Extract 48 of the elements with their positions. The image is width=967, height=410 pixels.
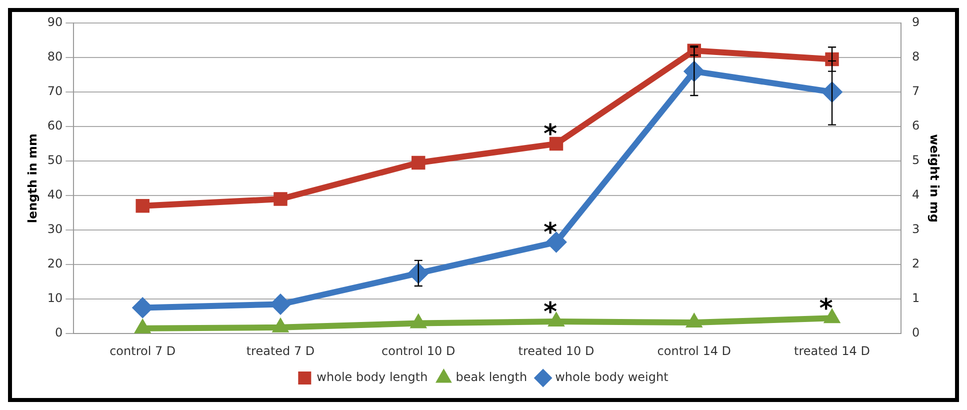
x-tick-label: treated 7 D bbox=[246, 344, 315, 358]
x-tick-label: control 7 D bbox=[110, 344, 176, 358]
point bbox=[822, 82, 843, 103]
legend-label: whole body weight bbox=[555, 370, 669, 384]
point bbox=[412, 156, 426, 170]
point bbox=[548, 312, 565, 327]
y-tick-label: 90 bbox=[47, 15, 63, 30]
y-tick-label: 80 bbox=[47, 50, 63, 64]
y2-tick-label: 5 bbox=[912, 153, 920, 168]
legend-label: whole body length bbox=[316, 370, 428, 384]
y-tick-label: 50 bbox=[47, 153, 63, 168]
y2-axis-title: weight in mg bbox=[928, 134, 942, 222]
x-tick-label: treated 14 D bbox=[794, 344, 870, 358]
y2-tick-label: 9 bbox=[912, 15, 920, 30]
point bbox=[272, 318, 289, 332]
annotation: * bbox=[819, 294, 834, 324]
y-tick-label: 20 bbox=[47, 256, 63, 271]
annotation: * bbox=[543, 297, 558, 328]
point bbox=[274, 192, 288, 206]
y2-tick-label: 8 bbox=[912, 50, 920, 64]
y2-tick-label: 4 bbox=[912, 188, 920, 202]
annotation: * bbox=[543, 218, 558, 248]
x-tick-label: treated 10 D bbox=[518, 344, 594, 358]
y2-tick-label: 0 bbox=[912, 326, 920, 340]
x-tick-label: control 10 D bbox=[382, 344, 456, 358]
point bbox=[824, 308, 840, 324]
annotation: * bbox=[543, 120, 558, 150]
y-tick-label: 40 bbox=[47, 188, 63, 202]
legend-label: beak length bbox=[456, 370, 528, 384]
y-tick-label: 30 bbox=[47, 222, 63, 236]
y2-tick-label: 6 bbox=[912, 118, 920, 133]
x-tick-label: control 14 D bbox=[657, 344, 732, 358]
point bbox=[686, 313, 702, 328]
y2-tick-label: 3 bbox=[912, 222, 920, 236]
point bbox=[410, 314, 427, 328]
y2-tick-label: 2 bbox=[912, 256, 920, 271]
point bbox=[134, 318, 151, 334]
y-tick-label: 70 bbox=[47, 84, 63, 98]
y-tick-label: 60 bbox=[47, 118, 63, 133]
y-tick-label: 0 bbox=[55, 326, 63, 340]
point bbox=[136, 199, 150, 213]
y-tick-label: 10 bbox=[47, 291, 63, 306]
y2-tick-label: 7 bbox=[912, 84, 920, 98]
y-axis-title: length in mm bbox=[25, 133, 40, 224]
y2-tick-label: 1 bbox=[912, 291, 920, 306]
point bbox=[408, 262, 429, 284]
point bbox=[684, 60, 705, 82]
point bbox=[549, 136, 564, 151]
